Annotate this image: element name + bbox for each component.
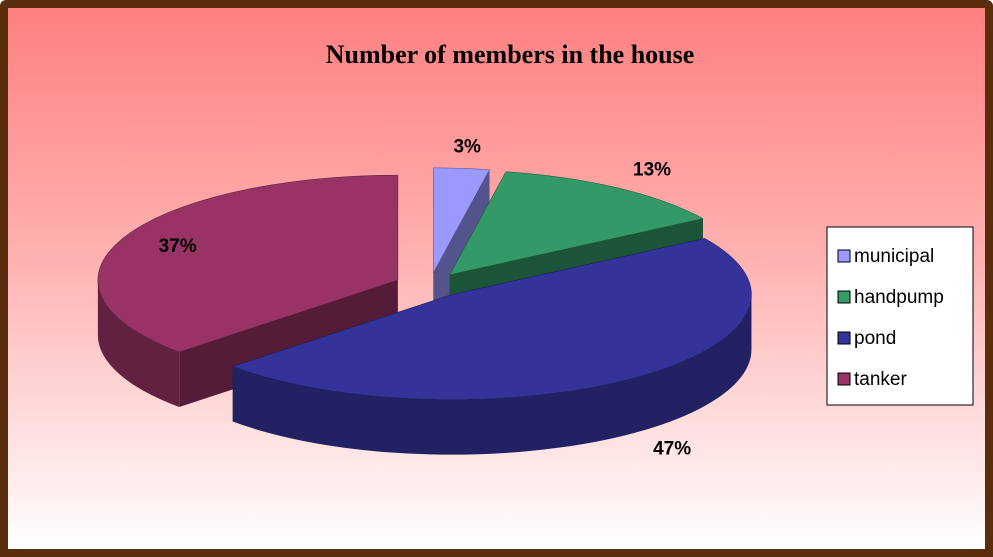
slice-wall	[433, 169, 490, 328]
data-label: 13%	[633, 160, 671, 181]
legend-label: tanker	[854, 369, 907, 390]
data-label: 37%	[159, 236, 197, 257]
legend-box	[826, 226, 974, 406]
legend-swatch	[837, 249, 851, 263]
legend-label: pond	[854, 328, 896, 349]
slice	[449, 171, 704, 276]
slice-side	[232, 294, 752, 455]
legend-swatch	[837, 290, 851, 304]
legend-label: handpump	[854, 287, 944, 308]
slice-side	[97, 280, 180, 408]
data-label: 3%	[453, 136, 481, 157]
chart-title: Number of members in the house	[326, 40, 695, 69]
slice	[232, 238, 752, 400]
legend-swatch	[837, 372, 851, 386]
data-label: 47%	[653, 438, 691, 459]
slice	[97, 174, 399, 353]
slice	[433, 167, 490, 273]
legend-label: municipal	[854, 246, 934, 267]
legend-swatch	[837, 331, 851, 345]
